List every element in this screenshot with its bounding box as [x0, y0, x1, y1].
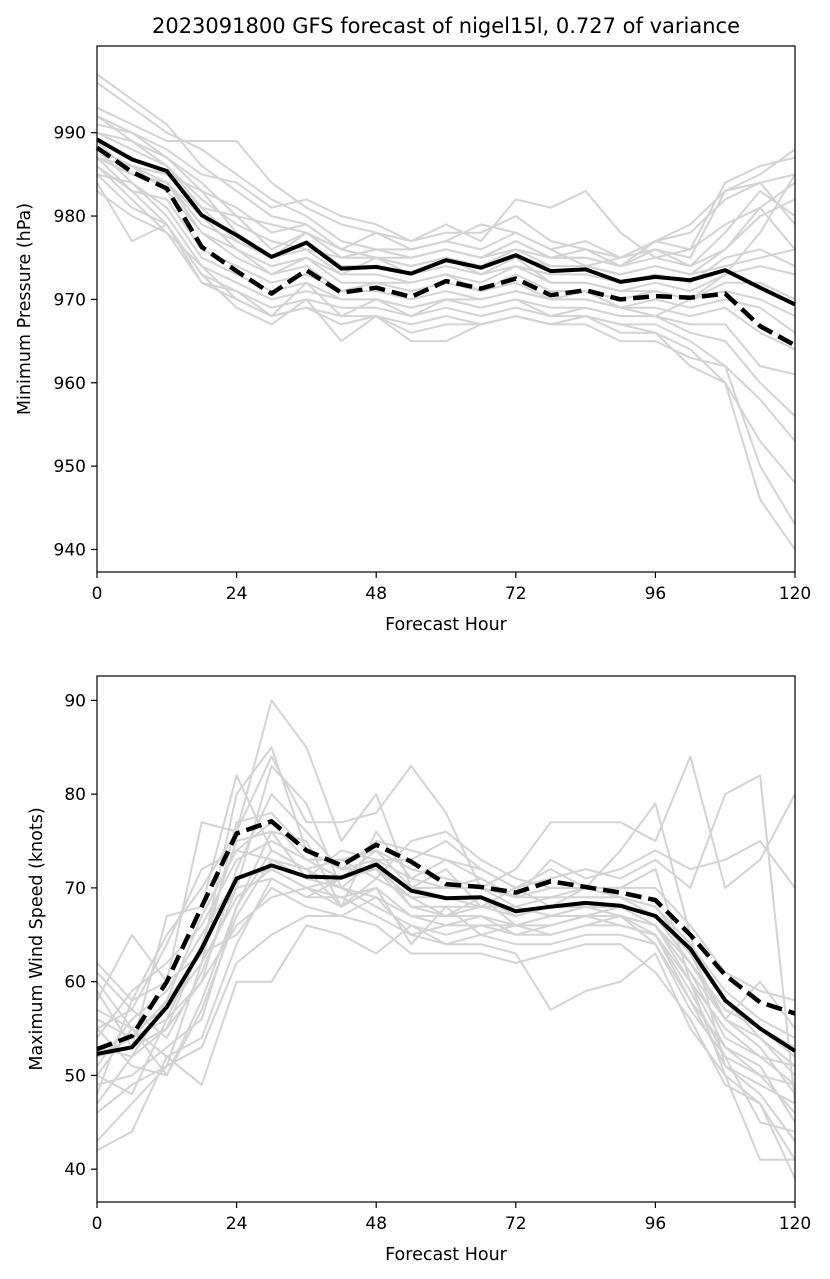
wind-y-tick-label: 60	[64, 973, 86, 993]
pressure-ensemble-member-18	[96, 173, 796, 551]
wind-ensemble-member-1	[96, 699, 796, 1142]
pressure-ensemble-member-20	[96, 173, 796, 318]
wind-x-tick-label: 96	[645, 1214, 667, 1234]
wind-x-axis-label: Forecast Hour	[385, 1245, 508, 1265]
wind-ensemble-lines	[96, 699, 796, 1180]
pressure-dashed-line	[95, 145, 797, 348]
pressure-ensemble-member-3	[96, 106, 796, 259]
pressure-x-tick-label: 96	[645, 584, 667, 604]
wind-y-ticks: 40 50 60 70 80 90	[64, 691, 97, 1180]
wind-y-axis-label: Maximum Wind Speed (knots)	[27, 807, 47, 1070]
wind-ensemble-member-2	[96, 755, 796, 1001]
wind-y-tick-label: 50	[64, 1066, 86, 1086]
pressure-ensemble-member-19	[96, 182, 796, 526]
wind-ensemble-member-13	[96, 915, 796, 1180]
pressure-axes-frame	[96, 45, 796, 573]
pressure-ensemble-member-11	[96, 148, 796, 318]
wind-ensemble-member-21	[96, 821, 796, 1011]
wind-dashed-line	[96, 819, 796, 1052]
wind-solid-line	[96, 862, 797, 1056]
pressure-y-axis-label: Minimum Pressure (hPa)	[15, 203, 35, 415]
wind-axes-frame	[96, 675, 796, 1203]
pressure-panel: 0 24 48 72 96 120 940 950 960 970 980 990 Forecast…	[15, 45, 811, 635]
wind-x-tick-label: 24	[226, 1214, 248, 1234]
pressure-ensemble-member-5	[96, 123, 796, 268]
pressure-x-tick-label: 0	[92, 584, 103, 604]
pressure-y-tick-label: 980	[54, 207, 86, 227]
pressure-ensemble-member-4	[96, 115, 796, 259]
pressure-x-tick-label: 120	[779, 584, 811, 604]
pressure-x-axis-label: Forecast Hour	[385, 615, 508, 635]
wind-x-ticks: 0 24 48 72 96 120	[92, 1202, 811, 1234]
pressure-y-tick-label: 950	[54, 457, 86, 477]
pressure-solid-line	[96, 137, 796, 307]
pressure-mean-lines	[95, 137, 797, 348]
wind-x-tick-label: 72	[505, 1214, 527, 1234]
wind-y-tick-label: 40	[64, 1160, 86, 1180]
pressure-x-tick-label: 72	[505, 584, 527, 604]
pressure-ensemble-lines	[96, 73, 796, 551]
wind-y-tick-label: 70	[64, 879, 86, 899]
pressure-y-ticks: 940 950 960 970 980 990	[54, 124, 97, 560]
wind-ensemble-member-19	[96, 886, 796, 1105]
wind-ensemble-member-5	[96, 830, 796, 1077]
wind-y-tick-label: 80	[64, 785, 86, 805]
chart-title: 2023091800 GFS forecast of nigel15l, 0.7…	[152, 14, 740, 38]
wind-ensemble-member-10	[96, 858, 796, 1114]
wind-x-tick-label: 120	[779, 1214, 811, 1234]
wind-x-tick-label: 0	[92, 1214, 103, 1234]
wind-y-tick-label: 90	[64, 691, 86, 711]
wind-mean-lines	[96, 819, 797, 1056]
pressure-y-tick-label: 970	[54, 290, 86, 310]
pressure-y-tick-label: 940	[54, 540, 86, 560]
pressure-x-tick-label: 48	[365, 584, 387, 604]
pressure-ensemble-member-22	[96, 156, 796, 276]
wind-ensemble-member-20	[96, 868, 796, 1086]
pressure-x-tick-label: 24	[226, 584, 248, 604]
pressure-y-tick-label: 990	[54, 124, 86, 144]
pressure-ensemble-member-21	[96, 115, 796, 268]
pressure-y-tick-label: 960	[54, 374, 86, 394]
pressure-x-ticks: 0 24 48 72 96 120	[92, 572, 811, 604]
pressure-ensemble-member-16	[96, 156, 796, 442]
wind-x-tick-label: 48	[365, 1214, 387, 1234]
